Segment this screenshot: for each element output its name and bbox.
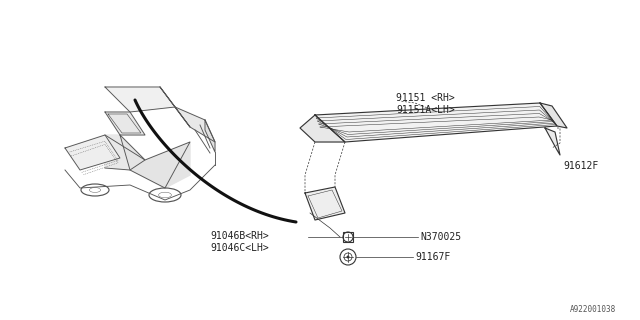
Polygon shape <box>205 120 215 152</box>
Polygon shape <box>120 135 190 188</box>
Text: 91046B<RH>: 91046B<RH> <box>210 231 269 241</box>
Polygon shape <box>105 112 145 135</box>
Polygon shape <box>65 135 120 170</box>
Polygon shape <box>175 107 215 142</box>
Text: 91046C<LH>: 91046C<LH> <box>210 243 269 253</box>
Circle shape <box>346 255 349 259</box>
Text: 91167F: 91167F <box>415 252 451 262</box>
Text: 91151A<LH>: 91151A<LH> <box>396 105 455 115</box>
Polygon shape <box>315 103 557 142</box>
Polygon shape <box>305 187 345 220</box>
Polygon shape <box>105 135 145 170</box>
Polygon shape <box>160 87 190 127</box>
Polygon shape <box>545 128 560 155</box>
Polygon shape <box>540 103 567 128</box>
Text: N370025: N370025 <box>420 232 461 242</box>
Polygon shape <box>300 115 345 142</box>
Text: A922001038: A922001038 <box>570 306 616 315</box>
Polygon shape <box>105 87 175 112</box>
Text: 91151 <RH>: 91151 <RH> <box>396 93 455 103</box>
Text: 91612F: 91612F <box>563 161 598 171</box>
